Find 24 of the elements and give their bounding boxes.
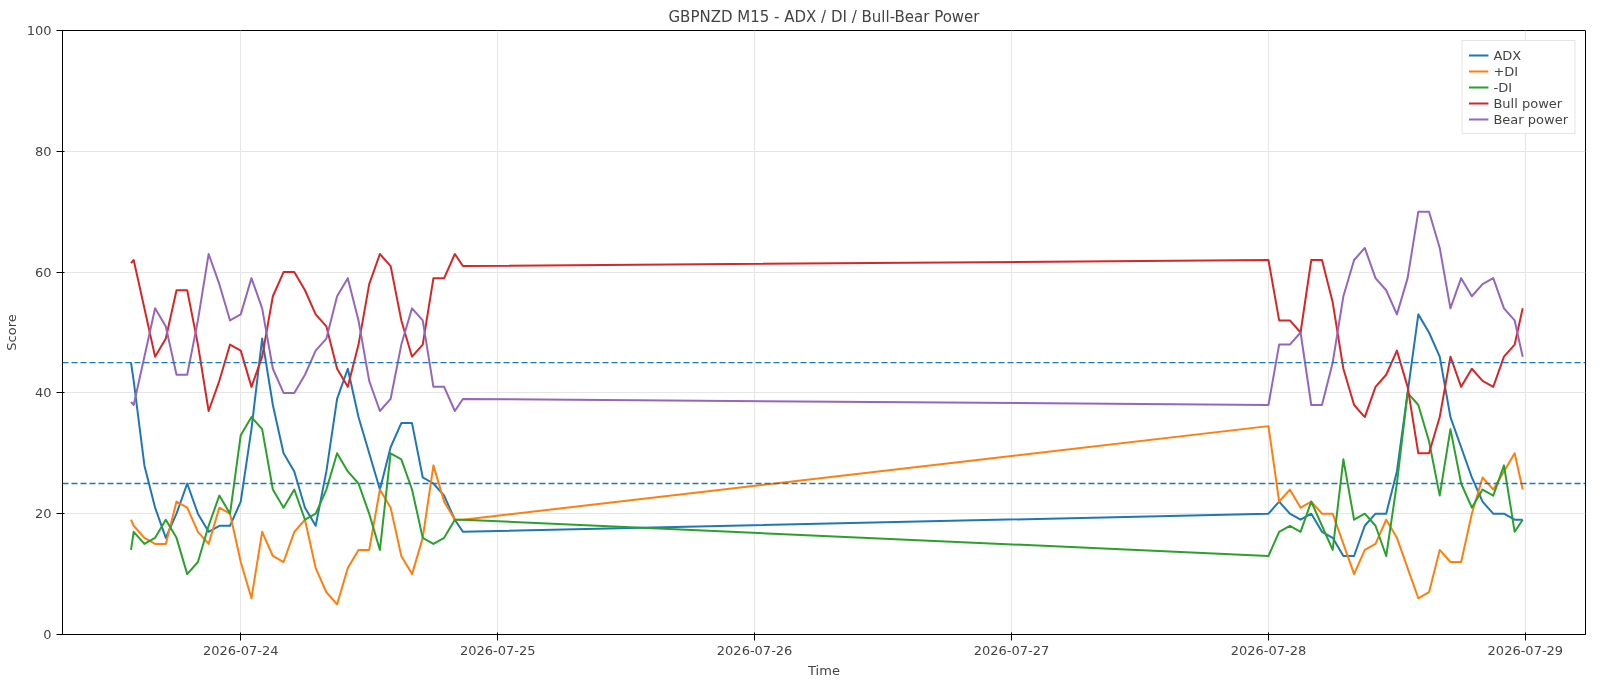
legend-label: Bear power — [1493, 111, 1568, 127]
legend-label: -DI — [1493, 79, 1513, 95]
y-axis-title: Score — [3, 314, 19, 351]
legend-label: ADX — [1493, 47, 1522, 63]
line-series — [130, 425, 1524, 606]
x-tick-label: 2026-07-29 — [1487, 642, 1564, 658]
y-tick-label: 20 — [34, 506, 52, 522]
x-tick-label: 2026-07-27 — [973, 642, 1050, 658]
x-tick-label: 2026-07-26 — [716, 642, 793, 658]
chart-title: GBPNZD M15 - ADX / DI / Bull-Bear Power — [668, 7, 981, 26]
line-series — [130, 391, 1524, 576]
x-tick-label: 2026-07-25 — [459, 642, 536, 658]
x-tick-label: 2026-07-24 — [202, 642, 279, 658]
y-tick-label: 60 — [34, 264, 52, 280]
line-series — [130, 210, 1524, 413]
x-axis-title: Time — [807, 662, 840, 678]
y-tick-label: 40 — [34, 385, 52, 401]
x-tick-label: 2026-07-28 — [1230, 642, 1307, 658]
y-tick-label: 80 — [34, 143, 52, 159]
y-tick-label: 100 — [26, 23, 52, 38]
legend-label: +DI — [1493, 63, 1519, 79]
y-tick-label: 0 — [43, 627, 52, 642]
legend-label: Bull power — [1493, 95, 1563, 111]
line-series — [130, 252, 1524, 455]
